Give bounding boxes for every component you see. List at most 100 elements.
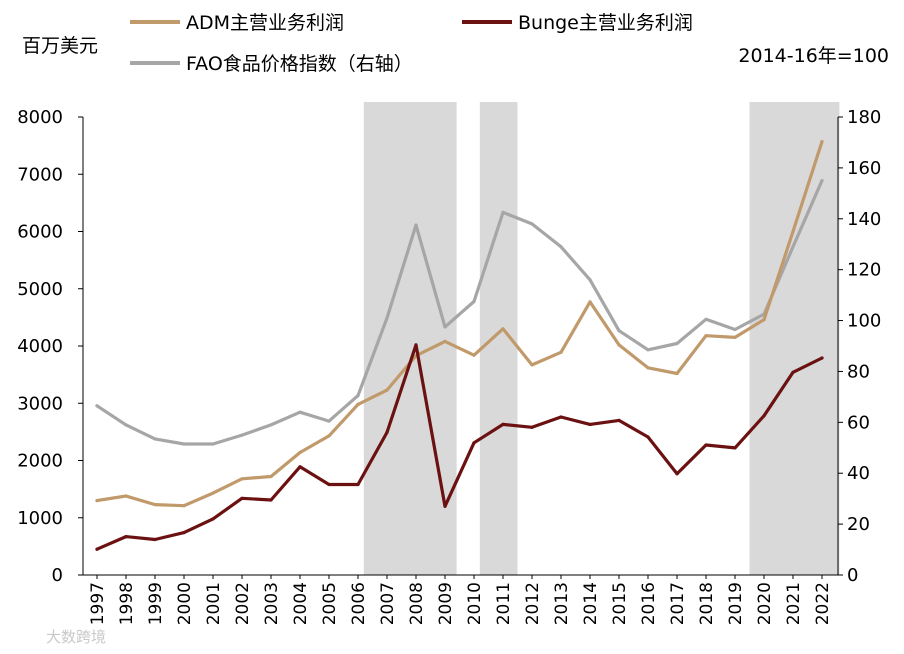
data-point-fao — [95, 404, 99, 408]
data-point-bunge — [733, 446, 737, 450]
data-point-fao — [124, 423, 128, 427]
y-right-tick-label: 80 — [847, 361, 870, 382]
y-right-tick-label: 40 — [847, 463, 870, 484]
data-point-adm — [240, 477, 244, 481]
shaded-period-3 — [749, 102, 840, 575]
data-point-fao — [269, 423, 273, 427]
legend-label-adm: ADM主营业务利润 — [186, 12, 344, 34]
x-tick-label: 2021 — [784, 582, 804, 625]
left-axis-unit: 百万美元 — [22, 35, 98, 57]
y-right-tick-label: 140 — [847, 209, 881, 230]
data-point-fao — [240, 433, 244, 437]
data-point-adm — [356, 402, 360, 406]
data-point-adm — [820, 140, 824, 144]
data-point-adm — [733, 335, 737, 339]
x-tick-label: 2017 — [668, 582, 688, 625]
data-point-adm — [269, 474, 273, 479]
data-point-bunge — [298, 465, 302, 469]
axes — [82, 117, 839, 576]
data-point-fao — [530, 222, 534, 226]
data-point-bunge — [124, 535, 128, 539]
x-tick-label: 2003 — [262, 582, 282, 625]
data-point-adm — [559, 350, 563, 354]
data-point-adm — [124, 494, 128, 498]
data-point-adm — [646, 366, 650, 370]
x-tick-label: 2004 — [291, 582, 311, 625]
data-point-fao — [153, 437, 157, 441]
data-point-fao — [443, 325, 447, 329]
data-point-fao — [791, 245, 795, 249]
x-tick-label: 2007 — [378, 582, 398, 625]
y-left-tick-label: 6000 — [17, 222, 63, 243]
data-point-adm — [298, 450, 302, 455]
x-tick-label: 2010 — [465, 582, 485, 625]
data-point-adm — [472, 353, 476, 357]
data-point-fao — [646, 348, 650, 352]
data-point-bunge — [501, 422, 505, 426]
series-line-adm — [95, 140, 824, 508]
data-point-fao — [617, 329, 621, 333]
data-point-adm — [327, 434, 331, 438]
y-left-tick-label: 0 — [52, 565, 63, 586]
legend-label-fao: FAO食品价格指数（右轴） — [186, 53, 413, 75]
x-tick-label: 2018 — [697, 582, 717, 625]
y-right-tick-label: 20 — [847, 514, 870, 535]
data-point-bunge — [414, 343, 418, 347]
data-point-fao — [501, 210, 505, 214]
x-tick-label: 2011 — [494, 582, 514, 625]
data-point-adm — [211, 491, 215, 495]
x-tick-label: 2015 — [610, 582, 630, 625]
x-tick-label: 2005 — [320, 582, 340, 625]
data-point-fao — [472, 299, 476, 304]
x-tick-label: 2022 — [813, 582, 833, 625]
data-point-bunge — [530, 425, 534, 429]
y-right-tick-label: 120 — [847, 260, 881, 281]
x-tick-label: 2012 — [523, 582, 543, 625]
data-point-fao — [298, 410, 302, 414]
y-right-ticks: 0 20 40 60 80 100 120 140 160 180 — [838, 107, 881, 586]
x-tick-label: 2000 — [175, 582, 195, 625]
data-point-bunge — [762, 414, 766, 418]
data-point-fao — [182, 442, 186, 446]
data-point-fao — [559, 245, 563, 249]
watermark-text: 大数跨境 — [46, 628, 106, 646]
data-point-bunge — [356, 482, 360, 487]
legend: ADM主营业务利润 Bunge主营业务利润 FAO食品价格指数（右轴） — [130, 12, 693, 75]
y-left-tick-label: 8000 — [17, 107, 63, 128]
x-tick-label: 1997 — [88, 582, 108, 625]
data-point-adm — [617, 343, 621, 347]
right-axis-unit: 2014-16年=100 — [738, 45, 889, 67]
data-point-bunge — [269, 498, 273, 502]
shaded-periods — [363, 102, 840, 575]
y-right-tick-label: 180 — [847, 107, 881, 128]
x-tick-label: 1999 — [146, 582, 166, 625]
x-tick-label: 2013 — [552, 582, 572, 625]
data-point-bunge — [385, 430, 389, 434]
x-tick-label: 2009 — [436, 582, 456, 625]
x-tick-label: 2020 — [755, 582, 775, 625]
data-point-fao — [327, 419, 331, 423]
data-point-adm — [501, 327, 505, 331]
data-point-fao — [385, 316, 389, 320]
data-point-adm — [530, 363, 534, 367]
y-right-tick-label: 60 — [847, 412, 870, 433]
series-line-bunge — [95, 343, 824, 551]
y-left-tick-label: 4000 — [17, 336, 63, 357]
y-right-tick-label: 0 — [847, 565, 858, 586]
data-point-fao — [820, 179, 824, 183]
legend-label-bunge: Bunge主营业务利润 — [518, 12, 693, 34]
data-point-adm — [675, 371, 679, 376]
data-point-bunge — [211, 517, 215, 521]
data-point-fao — [675, 341, 679, 346]
data-point-bunge — [182, 531, 186, 535]
data-point-adm — [153, 503, 157, 507]
data-point-bunge — [95, 547, 99, 551]
x-tick-label: 2016 — [639, 582, 659, 625]
x-tick-label: 2001 — [204, 582, 224, 625]
x-tick-labels: 1997 1998 1999 2000 2001 2002 2003 2004 2005 2006… — [88, 575, 833, 625]
data-point-adm — [385, 388, 389, 392]
data-point-bunge — [820, 356, 824, 360]
y-left-tick-label: 5000 — [17, 279, 63, 300]
data-point-fao — [733, 327, 737, 332]
